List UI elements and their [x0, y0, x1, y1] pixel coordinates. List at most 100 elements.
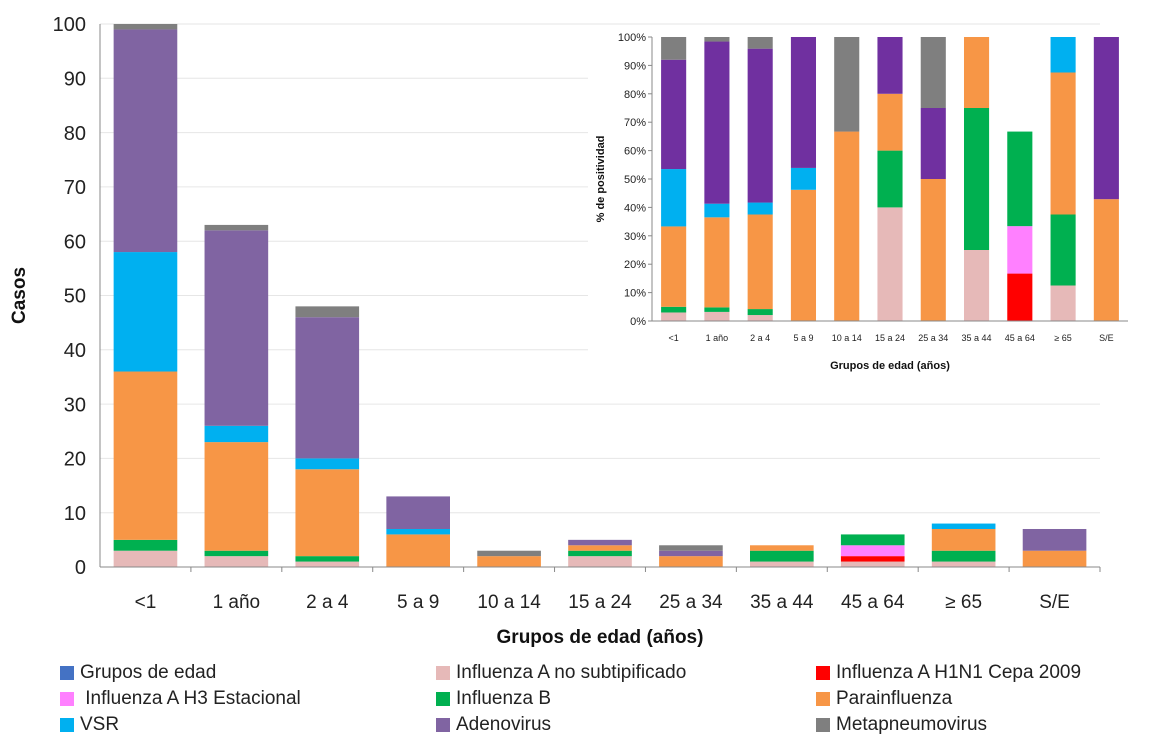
- bar-segment: [747, 309, 773, 316]
- x-tick-label: 45 a 64: [1005, 333, 1035, 343]
- bar-segment: [386, 534, 450, 567]
- bar-segment: [840, 561, 905, 567]
- bar-segment: [1007, 226, 1033, 274]
- bar-segment: [963, 108, 990, 250]
- y-axis-title: Casos: [9, 267, 30, 324]
- y-tick-label: 60: [64, 231, 86, 253]
- y-axis-title: % de positividad: [595, 136, 607, 223]
- bar-segment: [1007, 273, 1033, 321]
- bar-segment: [113, 539, 178, 551]
- x-tick-label: <1: [669, 333, 679, 343]
- bar-segment: [1050, 285, 1076, 321]
- x-tick-label: 25 a 34: [918, 333, 948, 343]
- bar-segment: [204, 224, 269, 231]
- legend-swatch: [436, 718, 450, 732]
- y-tick-label: 80: [64, 123, 86, 145]
- bar-segment: [920, 108, 946, 179]
- bar-segment: [295, 306, 360, 318]
- bar-segment: [113, 252, 178, 372]
- bar-segment: [834, 37, 860, 132]
- x-tick-label: 2 a 4: [306, 592, 349, 613]
- bar-segment: [1093, 37, 1119, 200]
- bar-segment: [931, 561, 996, 567]
- bar-segment: [386, 528, 450, 535]
- x-tick-label: 5 a 9: [793, 333, 813, 343]
- bar-segment: [747, 214, 773, 310]
- bar-segment: [1050, 37, 1076, 73]
- bar-segment: [661, 306, 687, 313]
- bar-segment: [790, 167, 817, 190]
- y-tick-label: 30: [64, 394, 86, 416]
- x-tick-label: 10 a 14: [477, 592, 541, 613]
- y-tick-label: 10%: [624, 288, 646, 300]
- legend-swatch: [436, 692, 450, 706]
- x-axis-title: Grupos de edad (años): [497, 627, 704, 648]
- bar-segment: [704, 203, 730, 218]
- bar-segment: [704, 311, 730, 321]
- bar-segment: [704, 41, 730, 204]
- legend-item: Influenza B: [436, 686, 551, 712]
- x-tick-label: 35 a 44: [750, 592, 814, 613]
- y-tick-label: 40: [64, 340, 86, 362]
- bar-segment: [790, 189, 817, 321]
- bar-segment: [750, 550, 814, 562]
- chart-svg: 0 10 20 30 40 50 60 70 80 90 100 <1 1 año 2 a 4 5 a 9 1…: [9, 14, 1128, 648]
- y-tick-label: 100%: [618, 32, 646, 44]
- x-tick-label: ≥ 65: [1054, 333, 1071, 343]
- x-tick-label: 1 año: [706, 333, 729, 343]
- bar-segment: [661, 169, 687, 227]
- legend-swatch: [816, 666, 830, 680]
- bar-segment: [877, 37, 903, 94]
- legend-item: Influenza A H3 Estacional: [60, 686, 301, 712]
- legend-item: Grupos de edad: [60, 660, 216, 686]
- y-tick-label: 100: [53, 14, 86, 36]
- legend-swatch: [60, 692, 74, 706]
- legend-label: Influenza A H1N1 Cepa 2009: [836, 662, 1082, 683]
- x-tick-label: 25 a 34: [659, 592, 723, 613]
- bar-segment: [295, 556, 360, 562]
- bar-segment: [931, 528, 996, 551]
- y-tick-label: 70%: [624, 117, 646, 129]
- bar-segment: [750, 561, 814, 567]
- bar-segment: [661, 226, 687, 307]
- x-tick-label: <1: [135, 592, 157, 613]
- bar-segment: [659, 545, 723, 551]
- legend-swatch: [816, 718, 830, 732]
- x-tick-label: ≥ 65: [945, 592, 982, 613]
- legend-item: Adenovirus: [436, 712, 551, 738]
- y-tick-label: 90: [64, 69, 86, 91]
- y-tick-label: 60%: [624, 146, 646, 158]
- bar-segment: [704, 37, 730, 42]
- bar-segment: [747, 48, 773, 203]
- legend: Grupos de edad Influenza A no subtipifica…: [60, 660, 1149, 745]
- inset-chart: 0% 10% 20% 30% 40% 50% 60% 70% 80% 90% 100% <1 1 año…: [595, 32, 1128, 372]
- y-tick-label: 30%: [624, 231, 646, 243]
- bar-segment: [568, 539, 632, 546]
- bar-segment: [750, 545, 814, 551]
- bar-segment: [204, 556, 269, 567]
- legend-item: Parainfluenza: [816, 686, 952, 712]
- bar-segment: [113, 550, 178, 567]
- x-tick-label: S/E: [1039, 592, 1070, 613]
- legend-label: Metapneumovirus: [836, 714, 988, 735]
- bar-segment: [477, 550, 541, 557]
- bar-segment: [1050, 72, 1076, 215]
- bar-segment: [920, 37, 946, 108]
- bar-segment: [840, 556, 905, 562]
- bar-segment: [747, 202, 773, 215]
- y-tick-label: 0%: [630, 316, 646, 328]
- legend-swatch: [60, 666, 74, 680]
- bar-segment: [568, 545, 632, 551]
- legend-item: Metapneumovirus: [816, 712, 987, 738]
- y-tick-label: 0: [75, 557, 86, 579]
- bar-segment: [963, 250, 990, 321]
- legend-label: Grupos de edad: [80, 662, 217, 683]
- x-axis-title: Grupos de edad (años): [830, 360, 950, 372]
- bar-segment: [204, 550, 269, 557]
- bar-segment: [747, 37, 773, 49]
- bar-segment: [659, 550, 723, 557]
- bar-segment: [295, 469, 360, 557]
- bar-segment: [790, 37, 817, 168]
- bar-segment: [295, 458, 360, 470]
- bar-segment: [1007, 131, 1033, 227]
